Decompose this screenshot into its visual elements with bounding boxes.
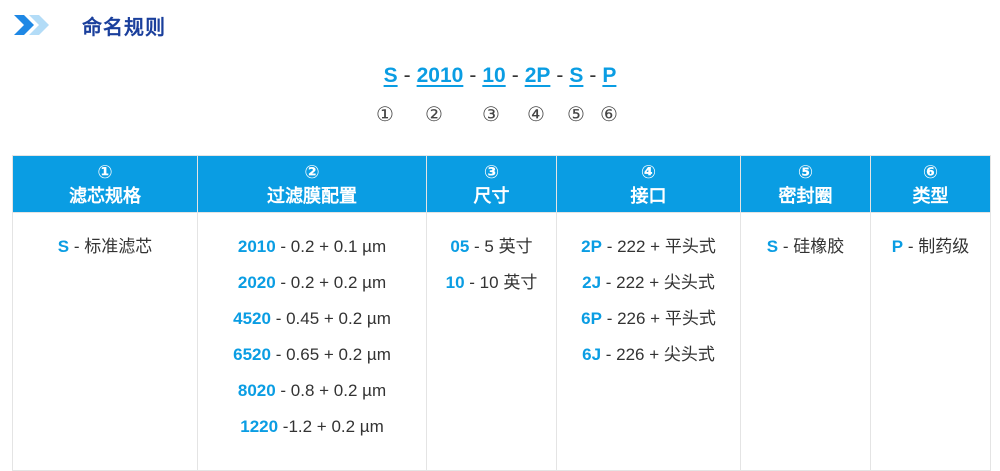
option-item: 6520 - 0.65 + 0.2 µm	[199, 337, 425, 373]
column-header: ⑥ 类型	[870, 155, 991, 213]
option-code: 8020	[237, 381, 276, 400]
option-code: 6P	[581, 309, 602, 328]
column-label: 尺寸	[473, 186, 510, 206]
column-cell: 05 - 5 英寸 10 - 10 英寸	[426, 212, 557, 471]
option-code: S	[57, 237, 70, 256]
column-number: ③	[483, 162, 500, 182]
option-item: 1220 -1.2 + 0.2 µm	[199, 409, 425, 445]
option-item: 2P - 222 + 平头式	[558, 229, 739, 265]
option-desc: - 标准滤芯	[69, 237, 153, 256]
column-header: ② 过滤膜配置	[197, 155, 427, 213]
option-item: S - 硅橡胶	[742, 229, 869, 265]
marker: ①	[376, 104, 394, 126]
marker: ③	[482, 104, 500, 126]
option-code: 6520	[233, 345, 271, 364]
code-part: P	[602, 64, 617, 87]
option-code: 05	[450, 237, 470, 256]
marker: ⑥	[600, 104, 618, 126]
column-number: ⑤	[797, 162, 814, 182]
option-item: 6P - 226 + 平头式	[558, 301, 739, 337]
option-desc: - 222 + 尖头式	[601, 273, 715, 292]
option-desc: - 0.8 + 0.2 µm	[275, 381, 387, 400]
naming-table: ① 滤芯规格 ② 过滤膜配置 ③ 尺寸 ④ 接口 ⑤ 密封圈 ⑥ 类型 S - 标准滤芯 2010 - …	[12, 155, 991, 471]
option-desc: - 226 + 尖头式	[601, 345, 715, 364]
option-item: S - 标准滤芯	[14, 229, 196, 265]
option-desc: - 10 英寸	[464, 273, 538, 292]
code-part: 2010	[416, 64, 464, 87]
code-part: 10	[482, 64, 506, 87]
option-code: 2J	[582, 273, 602, 292]
column-cell: 2P - 222 + 平头式 2J - 222 + 尖头式 6P - 226 + 平…	[556, 212, 741, 471]
option-item: 2J - 222 + 尖头式	[558, 265, 739, 301]
column-number: ②	[304, 162, 320, 182]
option-item: 4520 - 0.45 + 0.2 µm	[199, 301, 425, 337]
option-item: P - 制药级	[872, 229, 989, 265]
option-desc: - 222 + 平头式	[601, 237, 716, 256]
column-number: ①	[97, 162, 113, 182]
option-code: 2P	[581, 237, 602, 256]
column-header: ③ 尺寸	[426, 155, 557, 213]
code-separator: -	[589, 64, 597, 87]
column-label: 接口	[630, 186, 667, 206]
option-code: 4520	[233, 309, 271, 328]
column-header: ⑤ 密封圈	[740, 155, 871, 213]
option-code: 2010	[237, 237, 276, 256]
column-cell: S - 标准滤芯	[12, 212, 198, 471]
column-label: 类型	[912, 186, 949, 206]
option-code: 2020	[237, 273, 276, 292]
option-code: 1220	[240, 417, 279, 436]
marker: ④	[527, 104, 545, 126]
code-part: 2P	[524, 64, 551, 87]
option-desc: - 0.2 + 0.2 µm	[275, 273, 387, 292]
column-header: ① 滤芯规格	[12, 155, 198, 213]
option-item: 8020 - 0.8 + 0.2 µm	[199, 373, 425, 409]
double-chevron-right-icon	[12, 13, 62, 37]
option-item: 2020 - 0.2 + 0.2 µm	[199, 265, 425, 301]
option-item: 6J - 226 + 尖头式	[558, 337, 739, 373]
option-desc: - 0.45 + 0.2 µm	[270, 309, 391, 328]
column-cell: S - 硅橡胶	[740, 212, 871, 471]
code-separator: -	[511, 64, 519, 87]
column-label: 过滤膜配置	[267, 186, 357, 206]
option-item: 05 - 5 英寸	[428, 229, 555, 265]
section-title: 命名规则	[82, 16, 166, 39]
marker: ②	[425, 104, 443, 126]
section-header: 命名规则	[12, 10, 166, 40]
option-item: 2010 - 0.2 + 0.1 µm	[199, 229, 425, 265]
option-code: 6J	[582, 345, 602, 364]
code-separator: -	[556, 64, 564, 87]
marker: ⑤	[567, 104, 585, 126]
column-label: 滤芯规格	[69, 186, 141, 206]
option-code: S	[766, 237, 779, 256]
option-code: P	[891, 237, 904, 256]
option-desc: - 0.65 + 0.2 µm	[270, 345, 391, 364]
column-label: 密封圈	[778, 186, 833, 206]
option-desc: - 5 英寸	[469, 237, 533, 256]
option-desc: - 硅橡胶	[778, 237, 845, 256]
option-desc: - 制药级	[903, 237, 970, 256]
option-item: 10 - 10 英寸	[428, 265, 555, 301]
column-cell: 2010 - 0.2 + 0.1 µm 2020 - 0.2 + 0.2 µm 45…	[197, 212, 427, 471]
option-desc: - 226 + 平头式	[601, 309, 716, 328]
column-cell: P - 制药级	[870, 212, 991, 471]
option-desc: - 0.2 + 0.1 µm	[275, 237, 387, 256]
column-number: ④	[640, 162, 657, 182]
option-desc: -1.2 + 0.2 µm	[278, 417, 384, 436]
column-header: ④ 接口	[556, 155, 741, 213]
option-code: 10	[445, 273, 465, 292]
code-part: S	[383, 64, 398, 87]
code-separator: -	[469, 64, 477, 87]
code-markers: ① ② ③ ④ ⑤ ⑥	[0, 102, 1000, 128]
naming-code: S -2010-10-2P - S - P	[0, 64, 1000, 88]
code-separator: -	[403, 64, 411, 87]
column-number: ⑥	[922, 162, 939, 182]
code-part: S	[569, 64, 584, 87]
